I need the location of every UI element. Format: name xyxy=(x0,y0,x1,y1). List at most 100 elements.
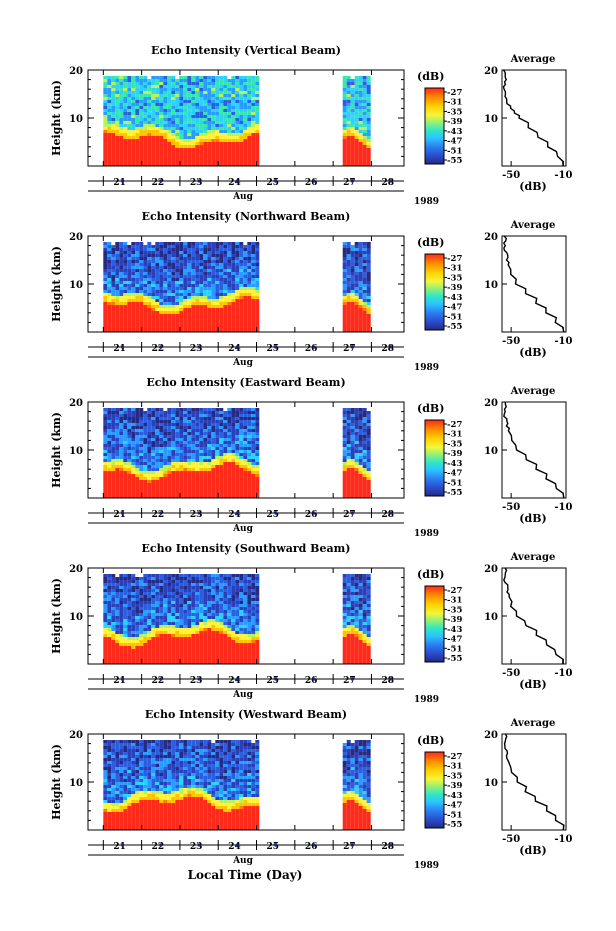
heatmap-cell xyxy=(103,109,108,112)
heatmap-cell xyxy=(167,438,172,441)
heatmap-cell xyxy=(151,308,156,311)
heatmap-cell xyxy=(350,103,355,106)
heatmap-cell xyxy=(223,314,228,317)
heatmap-cell xyxy=(163,269,168,272)
heatmap-cell xyxy=(111,103,116,106)
heatmap-cell xyxy=(231,254,236,257)
heatmap-cell xyxy=(119,311,124,314)
heatmap-cell xyxy=(175,631,180,634)
heatmap-cell xyxy=(175,465,180,468)
heatmap-cell xyxy=(199,486,204,489)
heatmap-cell xyxy=(179,483,184,486)
heatmap-cell xyxy=(362,79,367,82)
heatmap-cell xyxy=(247,462,252,465)
heatmap-cell xyxy=(139,625,144,628)
heatmap-cell xyxy=(127,607,132,610)
heatmap-cell xyxy=(131,411,136,414)
heatmap-cell xyxy=(223,471,228,474)
heatmap-cell xyxy=(139,272,144,275)
heatmap-cell xyxy=(211,423,216,426)
heatmap-cell xyxy=(135,281,140,284)
heatmap-cell xyxy=(346,444,351,447)
heatmap-cell xyxy=(211,82,216,85)
heatmap-cell xyxy=(139,263,144,266)
heatmap-cell xyxy=(159,643,164,646)
heatmap-cell xyxy=(171,489,176,492)
heatmap-cell xyxy=(163,471,168,474)
heatmap-cell xyxy=(223,293,228,296)
heatmap-cell xyxy=(131,127,136,130)
heatmap-cell xyxy=(203,305,208,308)
x-minor-marker xyxy=(197,345,201,349)
heatmap-cell xyxy=(143,251,148,254)
heatmap-cell xyxy=(163,272,168,275)
heatmap-cell xyxy=(235,245,240,248)
heatmap-cell xyxy=(143,302,148,305)
heatmap-cell xyxy=(191,426,196,429)
heatmap-cell xyxy=(155,124,160,127)
heatmap-cell xyxy=(362,115,367,118)
heatmap-cell xyxy=(187,97,192,100)
heatmap-cell xyxy=(227,486,232,489)
heatmap-cell xyxy=(151,305,156,308)
heatmap-cell xyxy=(342,245,347,248)
heatmap-cell xyxy=(199,100,204,103)
heatmap-cell xyxy=(187,411,192,414)
heatmap-cell xyxy=(219,151,224,154)
heatmap-cell xyxy=(131,254,136,257)
heatmap-cell xyxy=(191,483,196,486)
heatmap-cell xyxy=(227,462,232,465)
heatmap-cell xyxy=(346,468,351,471)
heatmap-cell xyxy=(187,450,192,453)
heatmap-cell xyxy=(115,417,120,420)
heatmap-cell xyxy=(227,79,232,82)
heatmap-cell xyxy=(127,622,132,625)
heatmap-cell xyxy=(187,302,192,305)
heatmap-cell xyxy=(123,284,128,287)
heatmap-cell xyxy=(175,450,180,453)
colorbar-tick-label: -55 xyxy=(447,322,462,332)
heatmap-cell xyxy=(163,631,168,634)
heatmap-cell xyxy=(155,604,160,607)
heatmap-cell xyxy=(183,85,188,88)
heatmap-cell xyxy=(103,643,108,646)
heatmap-cell xyxy=(175,127,180,130)
heatmap-cell xyxy=(354,471,359,474)
heatmap-cell xyxy=(251,100,256,103)
heatmap-cell xyxy=(167,447,172,450)
heatmap-cell xyxy=(362,97,367,100)
heatmap-cell xyxy=(115,112,120,115)
heatmap-cell xyxy=(171,118,176,121)
heatmap-cell xyxy=(239,242,244,245)
x-minor-marker xyxy=(350,179,354,183)
heatmap-cell xyxy=(366,148,371,151)
heatmap-cell xyxy=(175,142,180,145)
heatmap-cell xyxy=(239,133,244,136)
heatmap-cell xyxy=(203,465,208,468)
heatmap-cell xyxy=(239,260,244,263)
heatmap-cell xyxy=(103,474,108,477)
heatmap-cell xyxy=(342,308,347,311)
heatmap-cell xyxy=(350,438,355,441)
heatmap-cell xyxy=(251,420,256,423)
heatmap-cell xyxy=(251,462,256,465)
heatmap-cell xyxy=(207,118,212,121)
heatmap-cell xyxy=(119,314,124,317)
heatmap-cell xyxy=(115,616,120,619)
heatmap-cell xyxy=(211,272,216,275)
heatmap-cell xyxy=(119,154,124,157)
heatmap-cell xyxy=(199,432,204,435)
heatmap-cell xyxy=(127,655,132,658)
heatmap-cell xyxy=(207,242,212,245)
heatmap-cell xyxy=(111,127,116,130)
heatmap-cell xyxy=(251,290,256,293)
heatmap-cell xyxy=(231,329,236,332)
heatmap-cell xyxy=(223,263,228,266)
heatmap-cell xyxy=(346,323,351,326)
heatmap-cell xyxy=(203,429,208,432)
heatmap-cell xyxy=(143,492,148,495)
heatmap-cell xyxy=(227,477,232,480)
heatmap-cell xyxy=(163,586,168,589)
x-minor-marker xyxy=(274,511,278,515)
heatmap-cell xyxy=(143,320,148,323)
